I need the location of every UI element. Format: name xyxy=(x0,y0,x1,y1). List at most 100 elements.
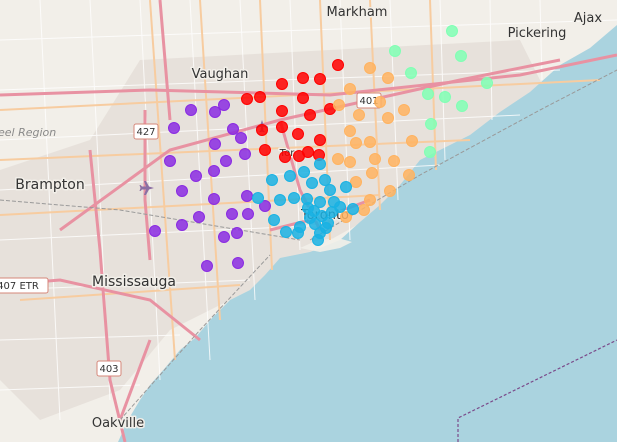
cluster-marker-purple[interactable] xyxy=(227,123,239,135)
cluster-marker-red[interactable] xyxy=(297,92,309,104)
cluster-marker-green[interactable] xyxy=(439,91,451,103)
cluster-marker-orange[interactable] xyxy=(353,109,365,121)
cluster-marker-orange[interactable] xyxy=(358,204,370,216)
cluster-marker-blue[interactable] xyxy=(314,158,326,170)
cluster-marker-orange[interactable] xyxy=(364,62,376,74)
cluster-marker-orange[interactable] xyxy=(350,137,362,149)
cluster-marker-green[interactable] xyxy=(455,50,467,62)
cluster-marker-purple[interactable] xyxy=(208,165,220,177)
cluster-marker-green[interactable] xyxy=(405,67,417,79)
cluster-marker-orange[interactable] xyxy=(403,169,415,181)
cluster-marker-orange[interactable] xyxy=(388,155,400,167)
cluster-marker-red[interactable] xyxy=(292,128,304,140)
cluster-marker-purple[interactable] xyxy=(201,260,213,272)
cluster-marker-green[interactable] xyxy=(389,45,401,57)
cluster-marker-red[interactable] xyxy=(259,144,271,156)
cluster-marker-orange[interactable] xyxy=(350,176,362,188)
cluster-marker-red[interactable] xyxy=(302,146,314,158)
cluster-marker-red[interactable] xyxy=(304,109,316,121)
cluster-marker-purple[interactable] xyxy=(209,138,221,150)
cluster-marker-orange[interactable] xyxy=(344,125,356,137)
cluster-marker-purple[interactable] xyxy=(235,132,247,144)
cluster-marker-red[interactable] xyxy=(314,134,326,146)
cluster-marker-orange[interactable] xyxy=(366,167,378,179)
cluster-marker-blue[interactable] xyxy=(252,192,264,204)
cluster-marker-purple[interactable] xyxy=(185,104,197,116)
cluster-marker-blue[interactable] xyxy=(324,184,336,196)
cluster-marker-red[interactable] xyxy=(332,59,344,71)
shield-427: 427 xyxy=(133,123,159,140)
cluster-marker-purple[interactable] xyxy=(242,208,254,220)
cluster-marker-red[interactable] xyxy=(241,93,253,105)
cluster-marker-purple[interactable] xyxy=(190,170,202,182)
cluster-marker-purple[interactable] xyxy=(232,257,244,269)
cluster-marker-blue[interactable] xyxy=(319,174,331,186)
cluster-marker-orange[interactable] xyxy=(344,156,356,168)
cluster-marker-blue[interactable] xyxy=(306,177,318,189)
cluster-marker-orange[interactable] xyxy=(382,72,394,84)
cluster-marker-blue[interactable] xyxy=(326,206,338,218)
cluster-marker-orange[interactable] xyxy=(332,153,344,165)
cluster-marker-blue[interactable] xyxy=(347,203,359,215)
cluster-marker-purple[interactable] xyxy=(176,185,188,197)
cluster-marker-green[interactable] xyxy=(422,88,434,100)
cluster-marker-blue[interactable] xyxy=(292,227,304,239)
cluster-marker-blue[interactable] xyxy=(302,202,314,214)
cluster-marker-purple[interactable] xyxy=(168,122,180,134)
cluster-marker-purple[interactable] xyxy=(239,148,251,160)
cluster-marker-orange[interactable] xyxy=(344,83,356,95)
cluster-marker-orange[interactable] xyxy=(364,194,376,206)
cluster-marker-purple[interactable] xyxy=(259,200,271,212)
cluster-marker-purple[interactable] xyxy=(241,190,253,202)
cluster-marker-purple[interactable] xyxy=(193,211,205,223)
cluster-marker-red[interactable] xyxy=(276,78,288,90)
cluster-marker-blue[interactable] xyxy=(288,192,300,204)
cluster-marker-blue[interactable] xyxy=(280,226,292,238)
cluster-marker-red[interactable] xyxy=(254,91,266,103)
cluster-marker-orange[interactable] xyxy=(382,112,394,124)
cluster-marker-orange[interactable] xyxy=(398,104,410,116)
cluster-marker-purple[interactable] xyxy=(218,231,230,243)
cluster-marker-red[interactable] xyxy=(314,73,326,85)
cluster-marker-purple[interactable] xyxy=(209,106,221,118)
cluster-marker-purple[interactable] xyxy=(164,155,176,167)
cluster-marker-purple[interactable] xyxy=(208,193,220,205)
cluster-marker-green[interactable] xyxy=(446,25,458,37)
cluster-marker-blue[interactable] xyxy=(298,166,310,178)
cluster-marker-orange[interactable] xyxy=(364,136,376,148)
label-ajax: Ajax xyxy=(574,11,602,26)
cluster-marker-red[interactable] xyxy=(256,124,268,136)
cluster-marker-orange[interactable] xyxy=(333,99,345,111)
cluster-marker-blue[interactable] xyxy=(274,194,286,206)
cluster-marker-blue[interactable] xyxy=(284,170,296,182)
cluster-marker-blue[interactable] xyxy=(266,174,278,186)
cluster-marker-green[interactable] xyxy=(425,118,437,130)
cluster-marker-orange[interactable] xyxy=(369,153,381,165)
cluster-marker-purple[interactable] xyxy=(218,99,230,111)
cluster-marker-red[interactable] xyxy=(276,105,288,117)
cluster-marker-orange[interactable] xyxy=(374,96,386,108)
cluster-marker-purple[interactable] xyxy=(231,227,243,239)
cluster-marker-purple[interactable] xyxy=(176,219,188,231)
cluster-marker-red[interactable] xyxy=(279,151,291,163)
cluster-marker-blue[interactable] xyxy=(314,196,326,208)
cluster-markers xyxy=(149,25,493,272)
cluster-marker-blue[interactable] xyxy=(340,181,352,193)
cluster-marker-green[interactable] xyxy=(481,77,493,89)
cluster-marker-purple[interactable] xyxy=(149,225,161,237)
shield-427-label: 427 xyxy=(136,127,155,138)
cluster-marker-orange[interactable] xyxy=(340,211,352,223)
cluster-marker-red[interactable] xyxy=(276,121,288,133)
cluster-marker-blue[interactable] xyxy=(314,227,326,239)
cluster-marker-purple[interactable] xyxy=(226,208,238,220)
cluster-marker-blue[interactable] xyxy=(309,218,321,230)
cluster-marker-green[interactable] xyxy=(456,100,468,112)
cluster-marker-purple[interactable] xyxy=(220,155,232,167)
cluster-marker-green[interactable] xyxy=(424,146,436,158)
cluster-marker-red[interactable] xyxy=(297,72,309,84)
cluster-marker-orange[interactable] xyxy=(384,185,396,197)
cluster-marker-orange[interactable] xyxy=(406,135,418,147)
cluster-marker-blue[interactable] xyxy=(268,214,280,226)
